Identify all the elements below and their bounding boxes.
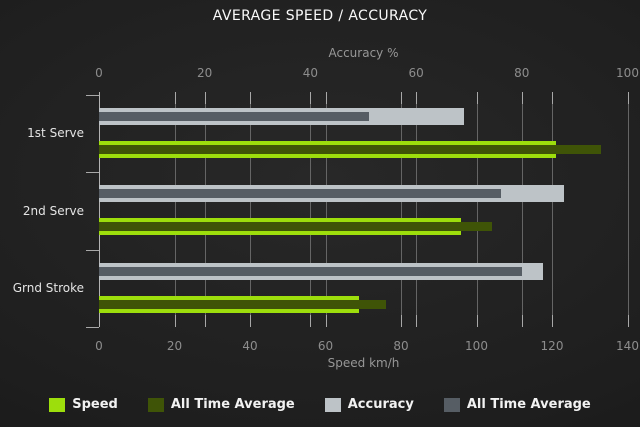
legend-label: Accuracy (347, 397, 414, 412)
axis-tick (477, 92, 478, 104)
axis-tick (250, 315, 251, 327)
axis-tick (522, 92, 523, 104)
axis-tick (552, 92, 553, 104)
legend-item: All Time Average (147, 397, 295, 412)
axis-tick (205, 315, 206, 327)
gridline (628, 92, 629, 327)
legend-item: Accuracy (324, 397, 414, 412)
top-axis-title: Accuracy % (328, 46, 399, 60)
category-label: 2nd Serve (22, 203, 84, 218)
tick-label: 100 (616, 66, 639, 80)
tick-label: 60 (408, 66, 424, 80)
bottom-axis-title: Speed km/h (327, 356, 400, 370)
y-axis-tick (86, 327, 99, 328)
gridline (205, 92, 206, 327)
legend-swatch-icon (324, 397, 341, 412)
tick-label: 40 (302, 66, 319, 80)
legend-item: Speed (49, 397, 118, 412)
axis-tick (401, 92, 402, 104)
axis-tick (628, 92, 629, 104)
axis-tick (326, 315, 327, 327)
legend-label: All Time Average (170, 397, 295, 412)
legend-swatch-icon (49, 397, 66, 412)
bar-speed-alltime (99, 222, 492, 231)
tick-label: 0 (95, 339, 103, 353)
tick-label: 0 (95, 66, 103, 80)
tick-label: 20 (197, 66, 213, 80)
tick-label: 40 (242, 339, 258, 353)
axis-tick (310, 315, 311, 327)
legend-label: Speed (72, 397, 118, 412)
gridline (175, 92, 176, 327)
legend-swatch-icon (147, 397, 164, 412)
axis-tick (628, 315, 629, 327)
category-label: 1st Serve (27, 126, 84, 141)
tick-label: 100 (465, 339, 488, 353)
axis-tick (401, 315, 402, 327)
axis-tick (416, 315, 417, 327)
chart-title: AVERAGE SPEED / ACCURACY (212, 8, 428, 24)
axis-tick (205, 92, 206, 104)
tick-label: 140 (616, 339, 639, 353)
gridline (401, 92, 402, 327)
axis-tick (477, 315, 478, 327)
bar-speed-alltime (99, 144, 602, 154)
axis-tick (326, 92, 327, 104)
bar-accuracy-alltime (99, 266, 522, 276)
gridline (250, 92, 251, 327)
y-axis-tick (86, 172, 99, 173)
tick-label: 120 (540, 339, 564, 353)
tick-label: 20 (166, 339, 183, 353)
tick-label: 80 (514, 66, 530, 80)
axis-tick (416, 92, 417, 104)
bar-speed-alltime (99, 299, 386, 309)
category-label: Grnd Stroke (12, 281, 84, 296)
gridline (522, 92, 523, 327)
legend: Speed All Time Average Accuracy All Time Av… (0, 397, 640, 412)
y-axis-tick (86, 249, 99, 251)
y-axis-tick (86, 94, 99, 96)
bar-accuracy-alltime (99, 189, 501, 198)
legend-swatch-icon (443, 397, 460, 412)
tick-label: 80 (393, 339, 409, 353)
gridline (326, 92, 327, 327)
axis-tick (175, 315, 176, 327)
gridline (477, 92, 478, 327)
bar-accuracy-alltime (99, 111, 369, 121)
axis-tick (552, 315, 553, 327)
legend-label: All Time Average (466, 397, 591, 412)
legend-item: All Time Average (443, 397, 591, 412)
gridline (416, 92, 417, 327)
axis-tick (250, 92, 251, 104)
gridline (310, 92, 311, 327)
y-axis-line (99, 92, 100, 327)
axis-tick (175, 92, 176, 104)
axis-tick (522, 315, 523, 327)
tick-label: 60 (317, 339, 334, 353)
gridline (552, 92, 553, 327)
axis-tick (310, 92, 311, 104)
